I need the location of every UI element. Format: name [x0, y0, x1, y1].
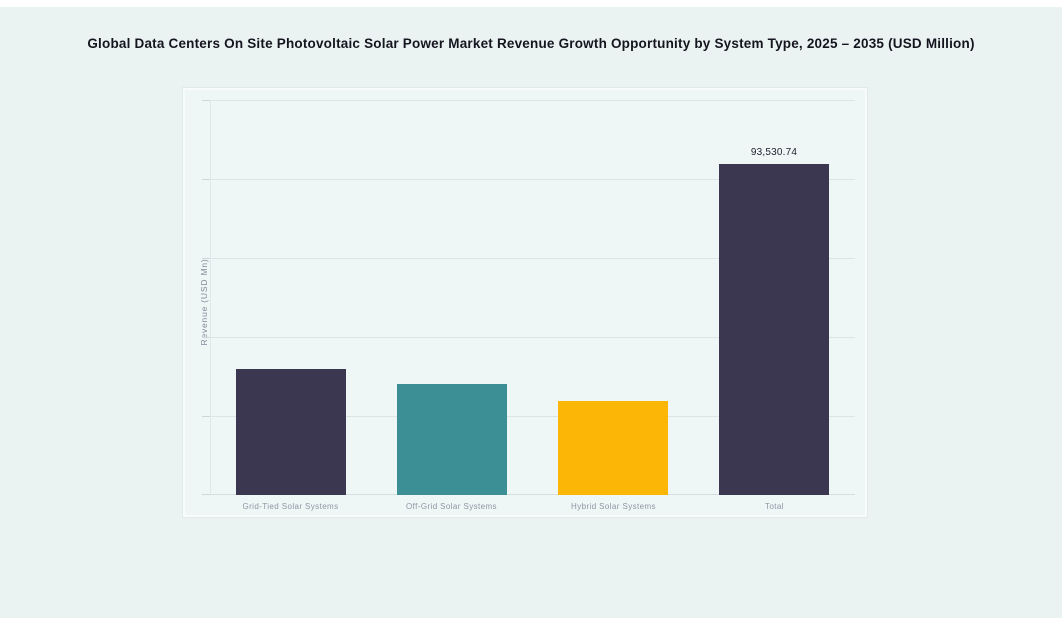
x-axis-line [210, 494, 855, 495]
y-axis-tick [202, 337, 210, 338]
report-canvas: Global Data Centers On Site Photovoltaic… [0, 7, 1062, 618]
x-axis-labels: Grid-Tied Solar Systems Off-Grid Solar Sy… [210, 502, 855, 516]
x-axis-label-grid-tied-solar-systems: Grid-Tied Solar Systems [242, 502, 339, 511]
gridline [210, 258, 855, 259]
x-axis-label-off-grid-solar-systems: Off-Grid Solar Systems [406, 502, 497, 511]
gridline [210, 416, 855, 417]
y-axis-line [210, 100, 211, 495]
gridline [210, 179, 855, 180]
y-axis-tick [202, 179, 210, 180]
plot-area: 93,530.74 [202, 100, 855, 495]
y-axis-tick [202, 494, 210, 495]
chart-panel: Revenue (USD Mn) 93,530.74 Grid-Tied Sol… [183, 88, 867, 517]
y-axis-tick [202, 100, 210, 101]
bar-off-grid-solar-systems[interactable] [397, 384, 507, 495]
y-axis-tick [202, 258, 210, 259]
bar-value-label-total: 93,530.74 [750, 147, 798, 158]
chart-title: Global Data Centers On Site Photovoltaic… [87, 36, 975, 51]
gridline [210, 100, 855, 101]
gridline [210, 337, 855, 338]
y-axis-title: Revenue (USD Mn) [199, 258, 209, 346]
bar-grid-tied-solar-systems[interactable] [236, 369, 346, 495]
x-axis-label-hybrid-solar-systems: Hybrid Solar Systems [571, 502, 656, 511]
x-axis-label-total: Total [765, 502, 784, 511]
y-axis-tick [202, 416, 210, 417]
bar-total[interactable] [719, 164, 829, 495]
bar-hybrid-solar-systems[interactable] [558, 401, 668, 495]
